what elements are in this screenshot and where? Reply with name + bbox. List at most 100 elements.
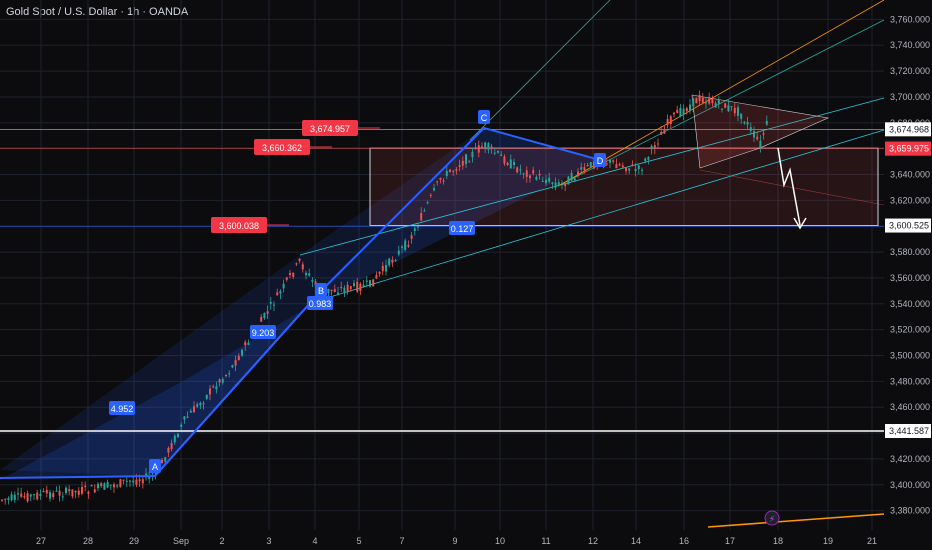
candle-body	[522, 173, 525, 175]
candle-body	[209, 388, 211, 395]
candle-body	[263, 312, 266, 319]
candle-body	[388, 258, 391, 266]
candle-body	[554, 182, 557, 188]
price-tick-label: 3,400.000	[890, 480, 930, 490]
candle-body	[756, 136, 759, 140]
pattern-point-a: A	[152, 462, 158, 472]
time-tick-label: 2	[219, 536, 224, 546]
candle-body	[129, 480, 131, 482]
candle-body	[20, 493, 23, 497]
ratio-label: 0.983	[309, 299, 332, 309]
candle-body	[282, 283, 285, 289]
candle-body	[641, 169, 643, 171]
candle-body	[333, 289, 336, 292]
candle-body	[724, 103, 727, 108]
trend-line-steep	[469, 0, 611, 141]
price-badge-label: 3,674.968	[889, 124, 929, 134]
candle-body	[461, 160, 464, 166]
candle-body	[509, 159, 512, 169]
candle-body	[132, 480, 135, 483]
candle-body	[698, 95, 701, 101]
lightning-icon-glyph: ⚡	[769, 514, 775, 524]
candle-body	[573, 178, 576, 181]
price-tick-label: 3,700.000	[890, 92, 930, 102]
candle-body	[490, 146, 493, 149]
candle-body	[551, 182, 554, 185]
price-tick-label: 3,420.000	[890, 454, 930, 464]
candle-body	[468, 161, 471, 163]
candle-body	[513, 161, 515, 166]
candle-body	[365, 280, 368, 282]
price-tick-label: 3,560.000	[890, 273, 930, 283]
candle-body	[298, 258, 301, 261]
candle-body	[420, 213, 423, 221]
candle-body	[13, 494, 16, 500]
candle-body	[497, 150, 499, 153]
candle-body	[138, 479, 141, 482]
price-tick-label: 3,640.000	[890, 170, 930, 180]
candle-body	[186, 416, 189, 418]
candle-body	[189, 410, 192, 413]
candle-body	[212, 386, 215, 388]
candle-body	[727, 105, 730, 112]
candle-body	[289, 272, 291, 275]
trend-line-mid	[559, 19, 885, 186]
candle-body	[471, 152, 474, 158]
candle-body	[260, 316, 263, 322]
candle-body	[65, 487, 67, 493]
candle-body	[301, 264, 304, 270]
candle-body	[385, 265, 387, 272]
price-badge-label: 3,600.525	[889, 221, 929, 231]
time-tick-label: 28	[83, 536, 93, 546]
candle-body	[199, 402, 202, 406]
candle-body	[570, 172, 573, 181]
projection-arrow	[777, 147, 801, 226]
candle-body	[205, 394, 208, 399]
candle-body	[241, 349, 243, 356]
candle-body	[327, 289, 330, 294]
candle-body	[266, 311, 269, 314]
price-tick-label: 3,760.000	[890, 14, 930, 24]
candle-body	[689, 104, 691, 111]
candle-body	[225, 375, 227, 377]
candle-body	[637, 165, 640, 169]
ratio-label: 4.952	[111, 404, 134, 414]
candle-body	[4, 498, 7, 500]
trend-line-red	[699, 169, 885, 206]
time-tick-label: 19	[823, 536, 833, 546]
candle-body	[369, 280, 371, 287]
candle-body	[68, 489, 71, 492]
candle-body	[737, 107, 739, 116]
candle-body	[567, 176, 570, 185]
candle-body	[26, 493, 29, 502]
time-tick-label: 5	[356, 536, 361, 546]
pattern-leg	[154, 291, 321, 477]
pattern-point-badge	[149, 459, 161, 473]
candle-body	[605, 163, 608, 165]
candle-body	[583, 167, 586, 171]
candle-body	[474, 147, 477, 149]
pattern-fill	[0, 128, 600, 480]
candle-body	[45, 489, 48, 494]
candle-body	[685, 108, 688, 112]
candle-body	[615, 164, 618, 169]
candle-body	[666, 119, 669, 125]
candle-body	[292, 272, 295, 277]
candle-body	[269, 302, 272, 304]
candle-body	[705, 102, 707, 104]
candle-body	[762, 133, 765, 135]
time-tick-label: 11	[541, 536, 550, 546]
target-zone-rect	[369, 147, 879, 227]
candle-body	[746, 122, 749, 125]
candle-body	[401, 246, 403, 248]
candle-body	[577, 171, 579, 175]
lightning-icon	[764, 510, 780, 526]
candle-body	[29, 494, 32, 497]
candle-body	[353, 283, 355, 287]
candle-body	[669, 116, 672, 125]
channel-fill	[0, 128, 484, 476]
candle-body	[692, 98, 695, 107]
candle-body	[663, 128, 666, 134]
candle-body	[506, 162, 509, 166]
